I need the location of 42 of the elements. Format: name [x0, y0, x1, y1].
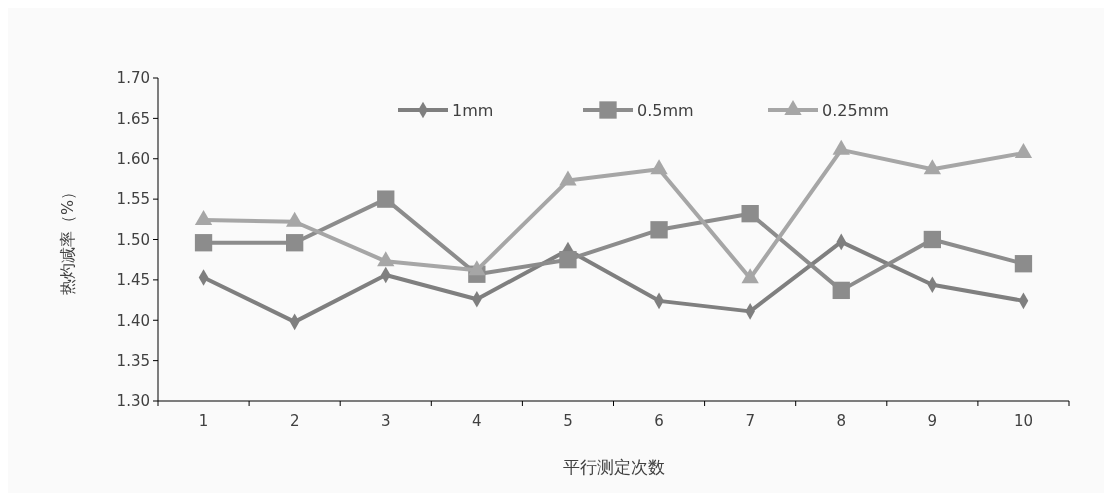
y-axis-title: 热灼减率（%） — [58, 183, 77, 296]
y-tick-label: 1.60 — [116, 150, 150, 168]
point — [832, 139, 850, 155]
point — [650, 159, 668, 175]
y-tick-label: 1.65 — [116, 109, 150, 128]
x-tick-label: 1 — [198, 412, 209, 430]
point — [194, 210, 213, 226]
x-tick-label: 7 — [745, 412, 755, 430]
point — [650, 221, 668, 239]
x-tick-label: 8 — [836, 412, 847, 430]
point — [923, 230, 942, 249]
point — [468, 260, 486, 276]
x-axis-title: 平行测定次数 — [562, 457, 665, 477]
x-tick-label: 4 — [472, 412, 482, 430]
x-tick-label: 9 — [927, 412, 938, 430]
x-tick-label: 6 — [654, 412, 664, 430]
y-tick-label: 1.45 — [116, 271, 150, 290]
y-tick-label: 1.35 — [116, 351, 150, 370]
legend-label: 0.5mm — [637, 100, 694, 120]
point — [285, 211, 304, 227]
y-tick-label: 1.50 — [116, 230, 150, 249]
x-tick-label: 2 — [289, 412, 300, 430]
point — [559, 170, 577, 186]
x-tick-label: 3 — [380, 412, 391, 430]
y-tick-label: 1.55 — [116, 190, 150, 209]
point — [1014, 255, 1033, 273]
x-tick-label: 5 — [563, 412, 573, 430]
point — [923, 159, 942, 175]
y-tick-label: 1.70 — [116, 69, 150, 88]
y-tick-label: 1.30 — [116, 392, 150, 411]
point — [559, 251, 577, 269]
point — [194, 234, 213, 252]
legend-label: 0.25mm — [822, 100, 889, 120]
legend-label: 1mm — [452, 100, 494, 120]
point — [1014, 143, 1033, 159]
point — [285, 234, 304, 252]
x-tick-label: 10 — [1013, 412, 1033, 430]
point — [741, 205, 759, 223]
point — [832, 281, 850, 300]
y-tick-label: 1.40 — [116, 311, 150, 330]
point — [377, 251, 395, 267]
point — [377, 190, 395, 208]
